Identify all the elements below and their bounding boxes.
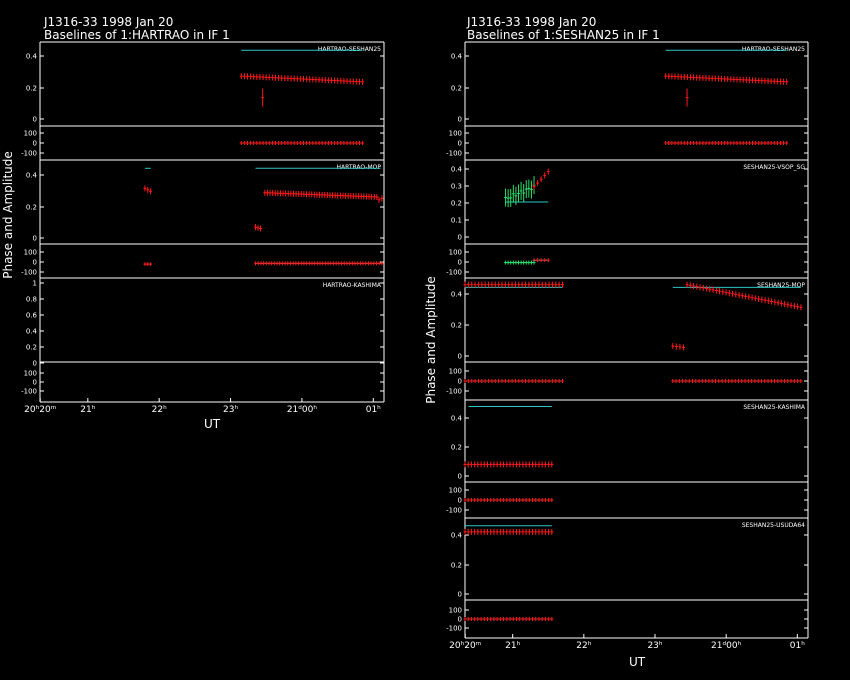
right-panel-1: HARTRAO-SESHAN25 0.4 0.2 0 100 0 -100 bbox=[446, 46, 808, 161]
baseline-label: SESHAN25-KASHIMA bbox=[743, 404, 806, 411]
baseline-label: HARTRAO-SESHAN25 bbox=[742, 46, 805, 53]
phase-tick-label: -100 bbox=[21, 388, 37, 396]
right-plot-group: J1316-33 1998 Jan 20 Baselines of 1:SESH… bbox=[424, 15, 809, 669]
time-tick-label: 21ʰ bbox=[80, 405, 95, 415]
amp-tick-label: 0.2 bbox=[451, 85, 462, 93]
phase-tick-label: 0 bbox=[458, 497, 462, 505]
amp-tick-label: 0.4 bbox=[26, 328, 38, 336]
amp-tick-label: 0.2 bbox=[451, 562, 462, 570]
right-y-axis-label: Phase and Amplitude bbox=[424, 276, 438, 404]
amp-tick-label: 0.4 bbox=[451, 415, 463, 423]
phase-tick-label: -100 bbox=[21, 150, 37, 158]
phase-tick-label: 100 bbox=[24, 249, 37, 257]
amp-tick-label: 0 bbox=[458, 473, 462, 481]
right-title-line2: Baselines of 1:SESHAN25 in IF 1 bbox=[467, 28, 660, 42]
phase-tick-label: -100 bbox=[21, 269, 37, 277]
left-title-line1: J1316-33 1998 Jan 20 bbox=[43, 15, 173, 29]
phase-tick-label: 100 bbox=[449, 249, 462, 257]
amp-tick-label: 0.3 bbox=[451, 183, 462, 191]
time-tick-label: 23ʰ bbox=[647, 641, 662, 651]
left-plot-group: J1316-33 1998 Jan 20 Baselines of 1:HART… bbox=[1, 15, 385, 431]
phase-tick-label: 100 bbox=[449, 607, 462, 615]
amp-tick-label: 0 bbox=[458, 234, 462, 242]
amp-tick-label: 0.2 bbox=[451, 200, 462, 208]
time-tick-label: 23ʰ bbox=[223, 405, 238, 415]
left-y-axis-label: Phase and Amplitude bbox=[1, 151, 15, 279]
amp-tick-label: 0.1 bbox=[451, 217, 462, 225]
right-x-axis-label: UT bbox=[629, 655, 646, 669]
time-tick-label: 21ᵈ00ʰ bbox=[711, 641, 742, 651]
baseline-label: HARTRAO-KASHIMA bbox=[323, 282, 382, 289]
left-x-axis-label: UT bbox=[204, 417, 221, 431]
baseline-label: SESHAN25-USUDA64 bbox=[742, 522, 805, 529]
time-tick-label: 20ʰ20ᵐ bbox=[24, 405, 57, 415]
amp-tick-label: 0.4 bbox=[451, 291, 463, 299]
amp-tick-label: 0.8 bbox=[26, 296, 37, 304]
right-panel-3: SESHAN25-MOP 0.4 0.2 0 100 0 -100 bbox=[446, 281, 808, 401]
right-panel-4: SESHAN25-KASHIMA 0.4 0.2 0 100 0 -100 bbox=[446, 404, 808, 519]
time-tick-label: 22ʰ bbox=[576, 641, 591, 651]
phase-tick-label: 0 bbox=[33, 259, 37, 267]
phase-tick-label: 100 bbox=[449, 487, 462, 495]
amp-tick-label: 0.4 bbox=[26, 53, 38, 61]
amp-tick-label: 0.6 bbox=[26, 312, 38, 320]
right-title-line1: J1316-33 1998 Jan 20 bbox=[466, 15, 596, 29]
phase-tick-label: -100 bbox=[446, 625, 462, 633]
left-title-line2: Baselines of 1:HARTRAO in IF 1 bbox=[44, 28, 230, 42]
right-panels: 20ʰ20ᵐ 21ʰ 22ʰ 23ʰ 21ᵈ00ʰ 01ʰ HARTRAO-SESHAN25… bbox=[446, 41, 809, 651]
phase-tick-label: 0 bbox=[458, 378, 462, 386]
amp-tick-label: 0.2 bbox=[451, 322, 462, 330]
phase-tick-label: -100 bbox=[446, 507, 462, 515]
phase-tick-label: -100 bbox=[446, 150, 462, 158]
left-panel-2: HARTRAO-MOP 0.4 0.2 0 100 0 -100 bbox=[21, 164, 384, 279]
amp-tick-label: 0 bbox=[33, 235, 37, 243]
amp-tick-label: 0.2 bbox=[26, 204, 37, 212]
amp-tick-label: 0.4 bbox=[451, 53, 463, 61]
baseline-label: SESHAN25-VSOP_SG bbox=[743, 164, 805, 171]
phase-tick-label: 0 bbox=[458, 259, 462, 267]
amp-tick-label: 1 bbox=[33, 280, 37, 288]
phase-tick-label: 0 bbox=[458, 140, 462, 148]
amp-tick-label: 0.4 bbox=[451, 166, 463, 174]
amp-tick-label: 0.2 bbox=[26, 85, 37, 93]
phase-tick-label: -100 bbox=[446, 269, 462, 277]
baseline-label: HARTRAO-MOP bbox=[336, 164, 381, 171]
amp-tick-label: 0 bbox=[458, 591, 462, 599]
amp-tick-label: 0 bbox=[33, 116, 37, 124]
phase-tick-label: 0 bbox=[458, 616, 462, 624]
baseline-label: SESHAN25-MOP bbox=[757, 282, 805, 289]
amp-tick-label: 0.2 bbox=[451, 444, 462, 452]
phase-tick-label: 100 bbox=[449, 368, 462, 376]
time-tick-label: 20ʰ20ᵐ bbox=[449, 641, 482, 651]
time-tick-label: 21ʰ bbox=[505, 641, 520, 651]
amp-tick-label: 0 bbox=[458, 353, 462, 361]
right-panel-2: SESHAN25-VSOP_SG 0.4 0.3 0.2 0.1 0 100 0 -100 bbox=[446, 164, 808, 279]
time-tick-label: 01ʰ bbox=[790, 641, 805, 651]
time-tick-label: 22ʰ bbox=[152, 405, 167, 415]
phase-tick-label: 100 bbox=[449, 130, 462, 138]
time-tick-label: 01ʰ bbox=[366, 405, 381, 415]
left-panels: 20ʰ20ᵐ 21ʰ 22ʰ 23ʰ 21ᵈ00ʰ 01ʰ HARTRAO-SESHAN25… bbox=[21, 41, 385, 415]
amp-tick-label: 0.2 bbox=[26, 344, 37, 352]
baseline-label: HARTRAO-SESHAN25 bbox=[318, 46, 381, 53]
phase-tick-label: 100 bbox=[24, 130, 37, 138]
phase-tick-label: -100 bbox=[446, 388, 462, 396]
time-tick-label: 21ᵈ00ʰ bbox=[287, 405, 318, 415]
amp-tick-label: 0 bbox=[33, 360, 37, 368]
phase-tick-label: 0 bbox=[33, 379, 37, 387]
amp-tick-label: 0.4 bbox=[451, 532, 463, 540]
phase-tick-label: 0 bbox=[33, 140, 37, 148]
left-panel-1: HARTRAO-SESHAN25 0.4 0.2 0 100 0 -100 bbox=[21, 46, 384, 161]
phase-tick-label: 100 bbox=[24, 370, 37, 378]
amp-tick-label: 0 bbox=[458, 116, 462, 124]
amp-tick-label: 0.4 bbox=[26, 172, 38, 180]
